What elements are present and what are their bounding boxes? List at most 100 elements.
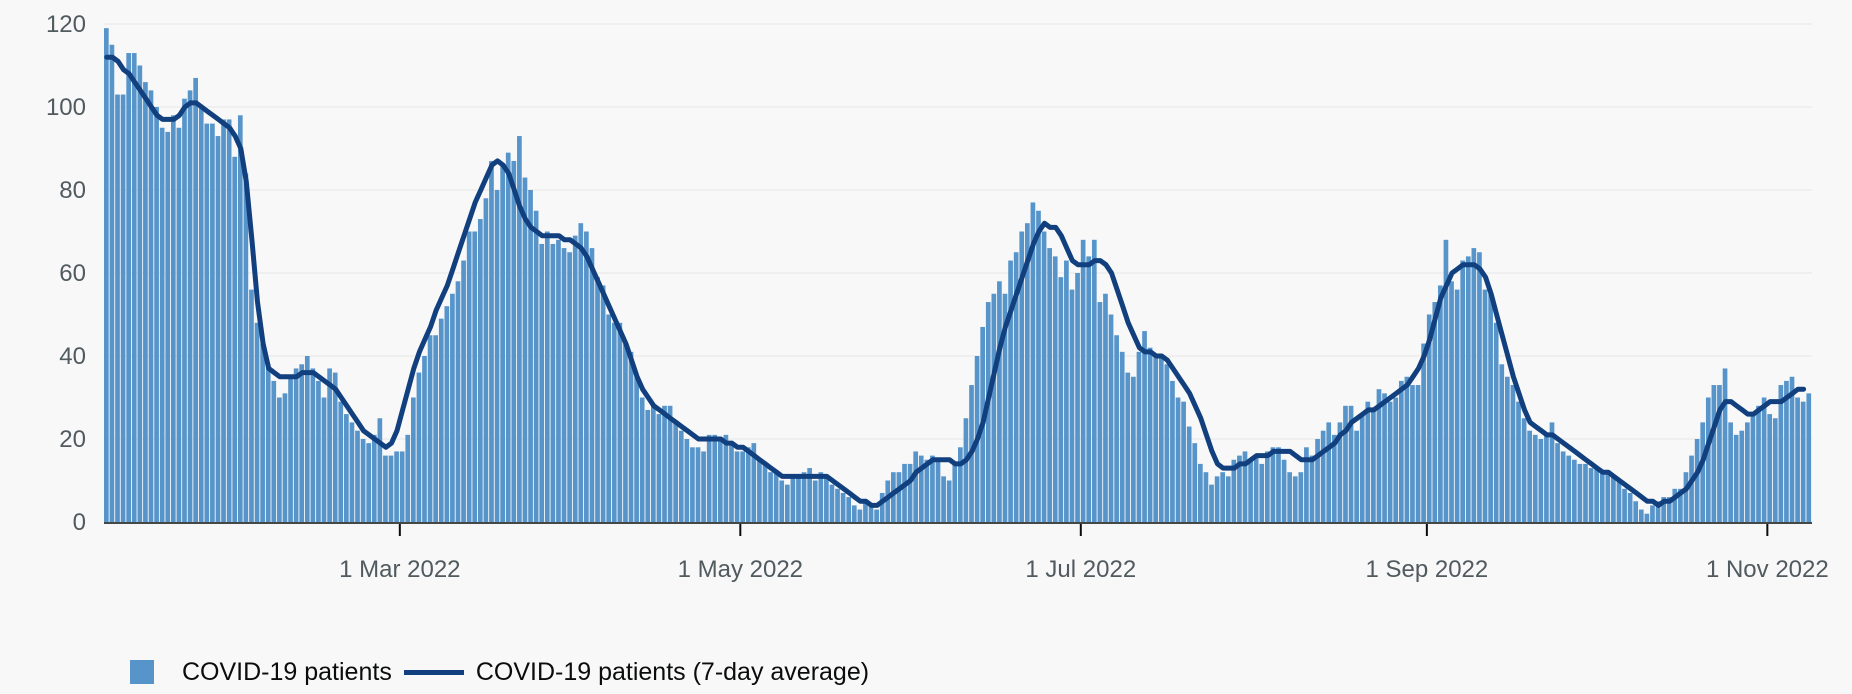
bar	[316, 380, 321, 522]
bar	[1186, 426, 1192, 522]
bar	[1516, 401, 1521, 522]
bar	[840, 492, 846, 522]
bar	[567, 252, 572, 522]
bar	[896, 472, 902, 522]
bar	[215, 136, 221, 523]
bar	[210, 123, 215, 522]
bar	[600, 285, 606, 522]
bar	[1583, 463, 1588, 522]
bar	[1505, 376, 1510, 522]
bar	[120, 94, 126, 523]
bar	[1337, 422, 1343, 522]
bar	[634, 376, 639, 522]
bar	[461, 260, 466, 522]
bar	[450, 293, 455, 522]
bar	[1700, 422, 1706, 522]
bar	[1655, 501, 1661, 522]
bar	[355, 430, 360, 522]
bar	[952, 463, 958, 522]
bar	[997, 281, 1002, 522]
bar	[399, 451, 405, 522]
bar	[757, 459, 762, 522]
bar	[667, 405, 673, 522]
bar	[1114, 335, 1119, 522]
bar	[1800, 401, 1806, 522]
bar	[1237, 455, 1242, 522]
bar	[1767, 414, 1773, 522]
bar	[517, 136, 522, 523]
bar	[1460, 260, 1466, 522]
bar	[154, 107, 159, 522]
bar	[226, 119, 232, 522]
bar	[1008, 260, 1013, 522]
bar	[812, 480, 818, 522]
bar	[963, 418, 969, 522]
bar	[734, 451, 740, 522]
bar	[327, 368, 332, 522]
bar	[1320, 430, 1326, 522]
bar	[1566, 455, 1572, 522]
bar	[701, 451, 706, 522]
bar	[1013, 252, 1019, 522]
legend-swatch-line	[403, 669, 464, 675]
bar	[1739, 430, 1745, 522]
bar	[651, 405, 656, 522]
bar	[1477, 252, 1482, 522]
bar	[930, 455, 935, 522]
bar	[500, 165, 505, 522]
bar	[1571, 459, 1577, 522]
bar	[851, 505, 857, 522]
bar	[137, 65, 143, 522]
bar	[1627, 492, 1633, 522]
bar	[198, 107, 204, 522]
bar	[1354, 430, 1359, 522]
bar	[1024, 223, 1030, 522]
bar	[690, 447, 695, 522]
bar	[1717, 385, 1722, 522]
bar	[1661, 497, 1666, 522]
bar	[533, 210, 539, 522]
bar	[1052, 256, 1058, 522]
bar	[1175, 397, 1181, 522]
bar	[293, 368, 299, 522]
bar	[1393, 397, 1399, 522]
bar	[1382, 393, 1387, 522]
bar	[1097, 302, 1103, 522]
bar	[1248, 459, 1253, 522]
bar	[1722, 368, 1728, 522]
bar	[829, 484, 835, 522]
bar	[254, 322, 260, 522]
bar	[1069, 289, 1075, 522]
bar	[796, 476, 801, 522]
bar	[1588, 468, 1594, 522]
bar	[1795, 397, 1800, 522]
bar	[1119, 351, 1125, 522]
bar	[684, 439, 690, 522]
bar	[360, 439, 366, 522]
bar	[779, 480, 785, 522]
y-axis-ticks: 0 20 40 60 80 100 120	[46, 11, 86, 536]
bar	[924, 459, 930, 522]
bar	[824, 476, 829, 522]
bar	[388, 455, 394, 522]
bar	[1594, 468, 1599, 522]
bar	[344, 414, 349, 522]
y-tick-label: 20	[59, 426, 86, 453]
bar	[1030, 202, 1036, 522]
bar	[1292, 476, 1298, 522]
bar	[885, 480, 891, 522]
bar	[874, 509, 879, 522]
bar	[695, 447, 701, 522]
bar	[857, 509, 863, 522]
bar	[1281, 459, 1287, 522]
bar	[846, 497, 852, 522]
bar	[1164, 364, 1170, 522]
bar	[1421, 343, 1426, 522]
bar	[740, 451, 745, 522]
bar	[1488, 293, 1493, 522]
bar	[170, 115, 176, 523]
bar	[366, 443, 372, 522]
bar	[1365, 401, 1371, 522]
bar	[1103, 293, 1108, 522]
bar	[1560, 451, 1566, 522]
